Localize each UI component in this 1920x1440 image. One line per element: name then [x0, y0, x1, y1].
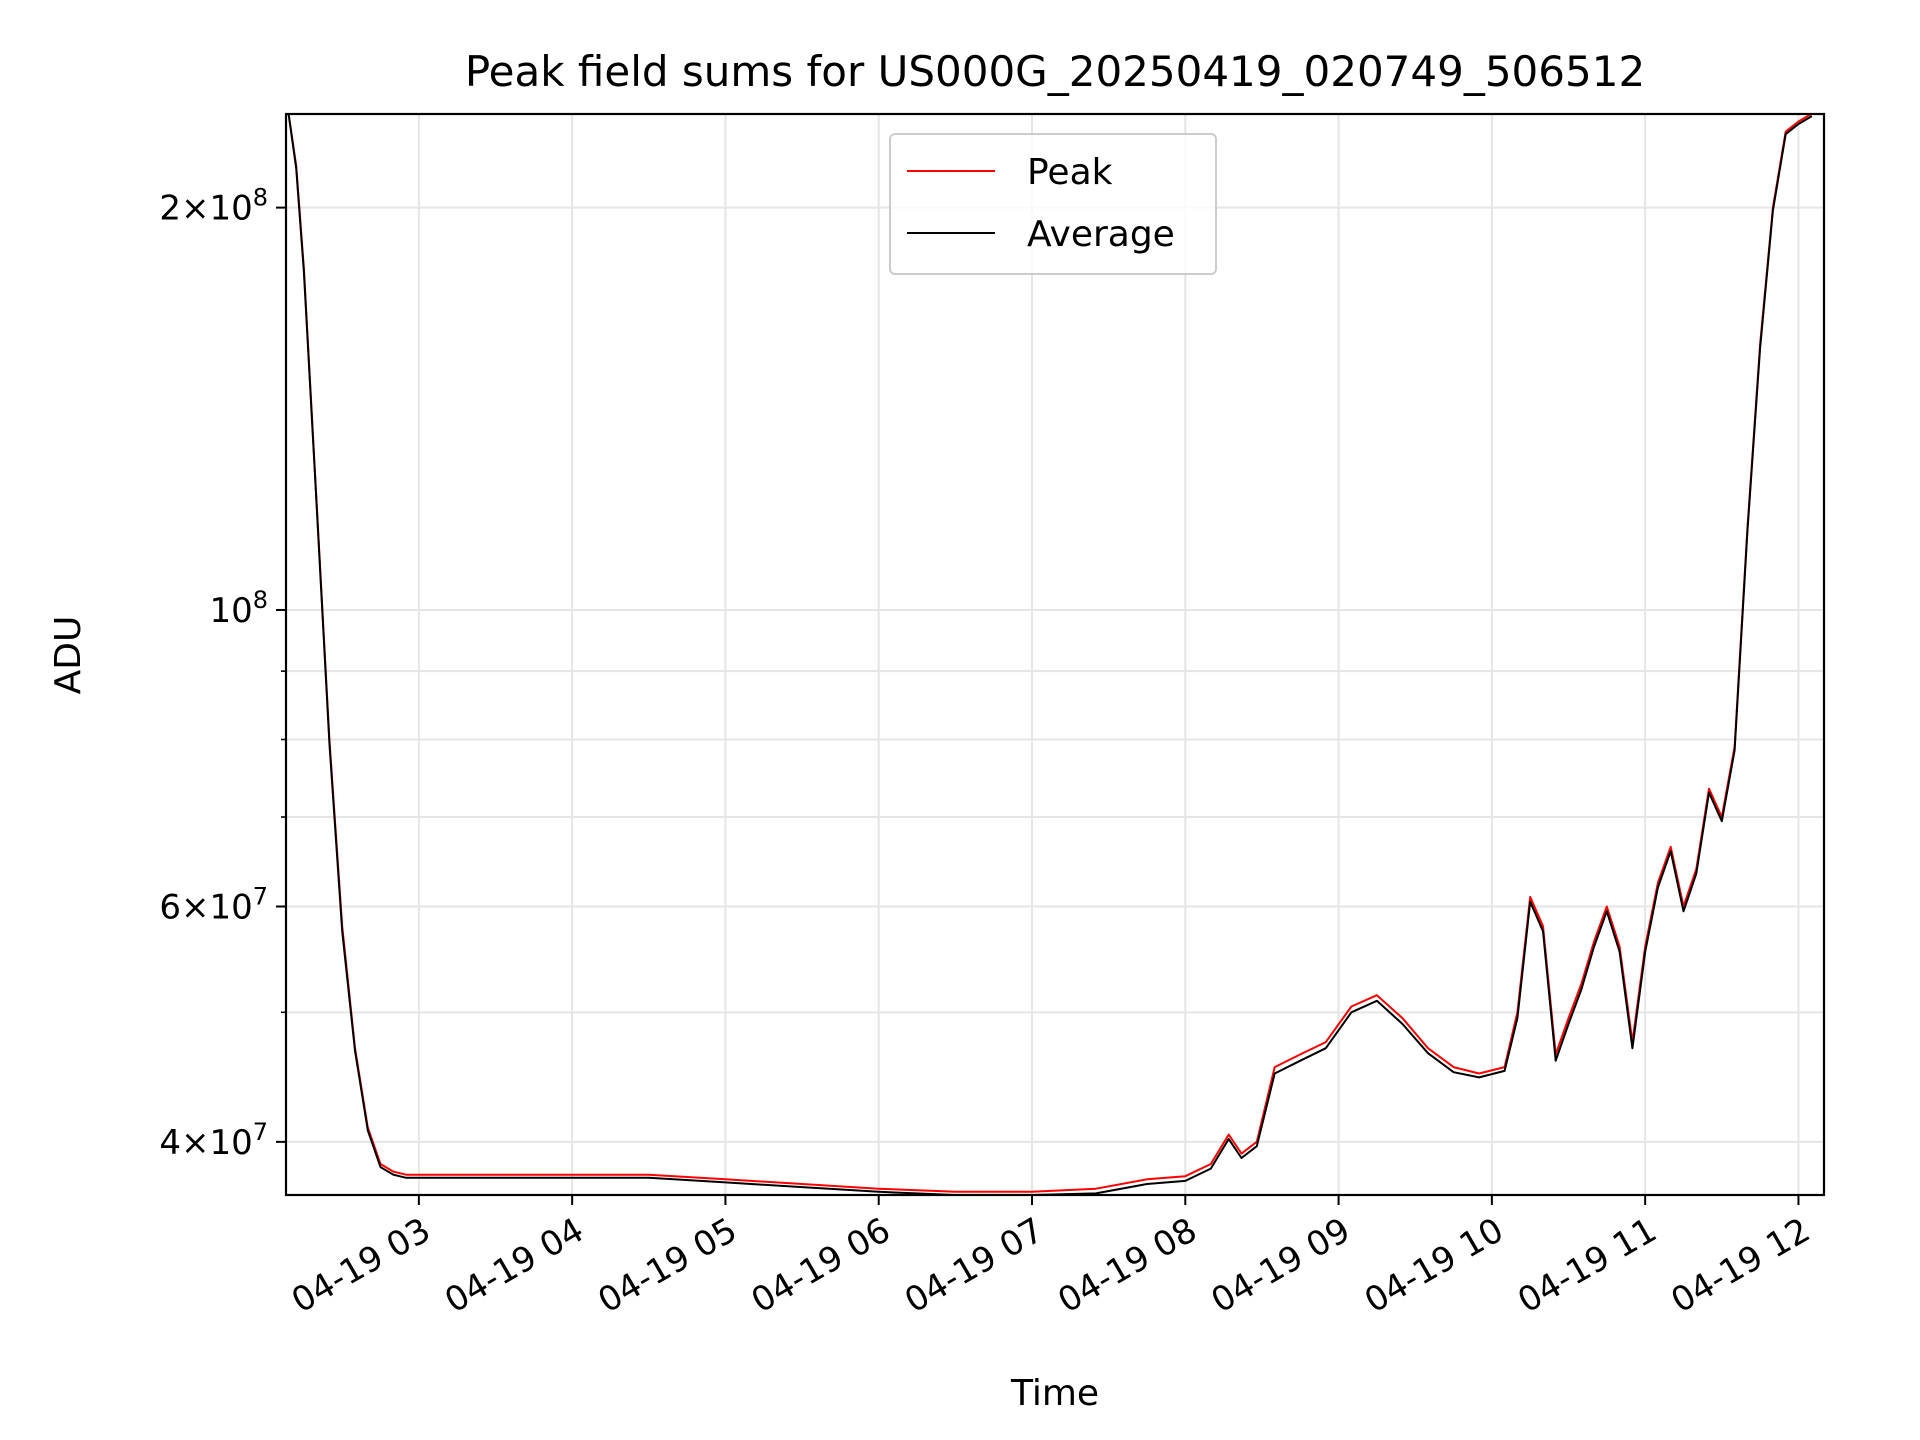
y-tick-label: 6×107	[159, 882, 268, 927]
y-tick-label: 4×107	[159, 1118, 268, 1163]
y-tick-label: 108	[209, 586, 268, 631]
legend: Peak Average	[889, 133, 1217, 275]
legend-box	[889, 133, 1217, 275]
series-line-average	[287, 114, 1813, 1195]
legend-label-peak: Peak	[1027, 152, 1113, 193]
y-axis-ticks: 4×107 6×107 108 2×108	[159, 184, 286, 1163]
series-lines	[287, 114, 1813, 1195]
y-tick-label: 2×108	[159, 184, 268, 229]
plot-frame	[284, 112, 1826, 1197]
y-axis-label: ADU	[48, 616, 89, 695]
x-axis-label: Time	[1010, 1373, 1099, 1414]
legend-label-average: Average	[1027, 214, 1175, 255]
chart-title: Peak field sums for US000G_20250419_0207…	[465, 47, 1645, 96]
